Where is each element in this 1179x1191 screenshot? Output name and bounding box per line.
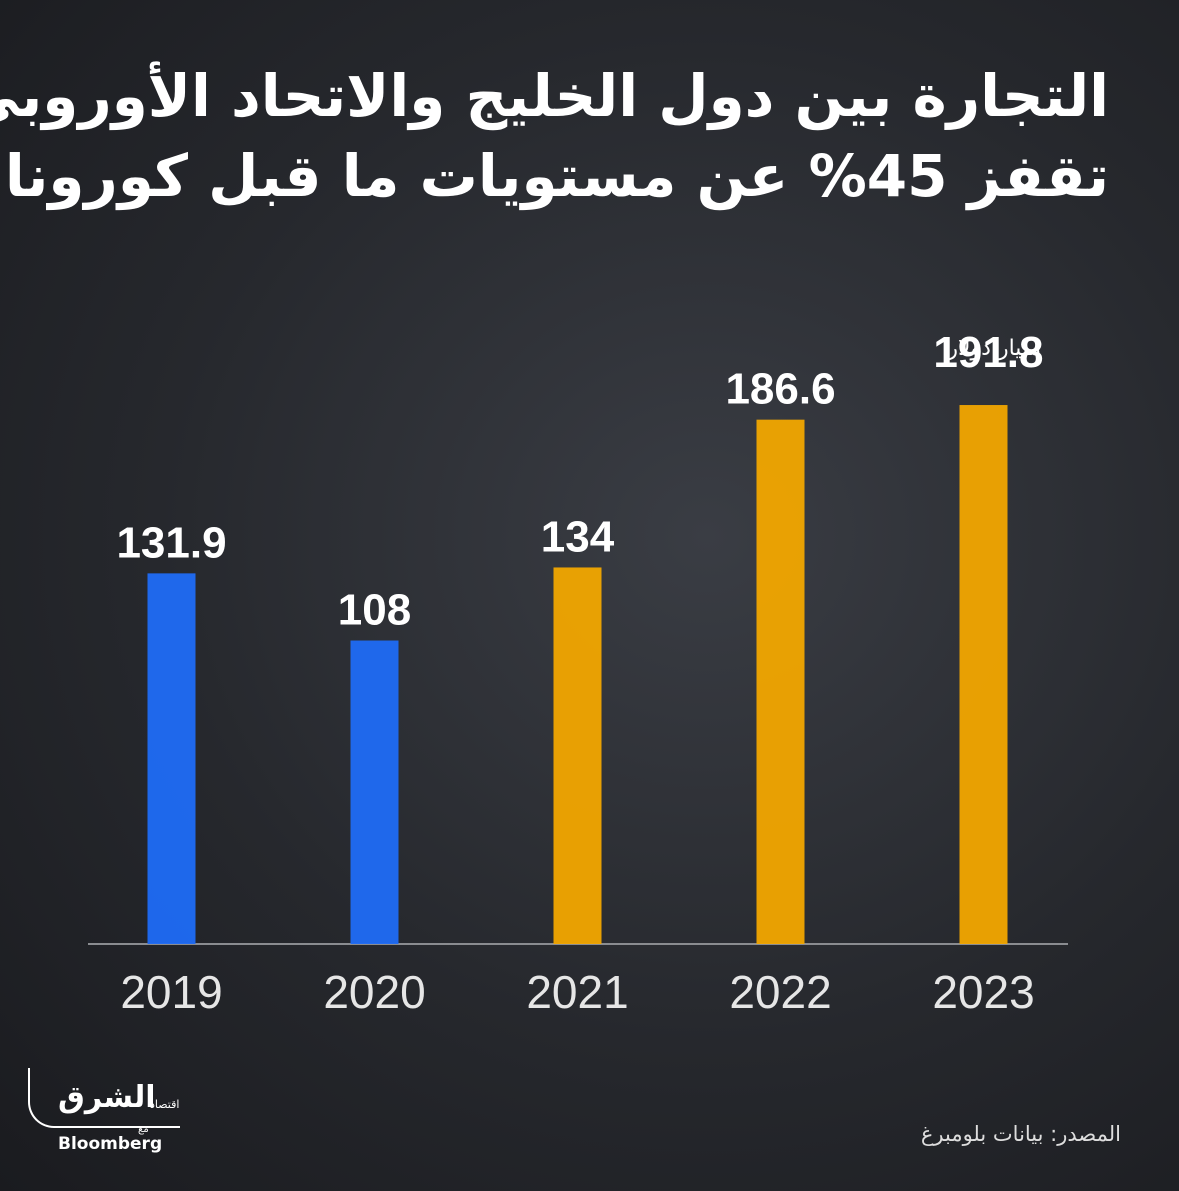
logo-partner: Bloomberg: [58, 1134, 163, 1154]
bar: [147, 573, 196, 944]
value-label: 108: [338, 586, 411, 635]
value-label: 186.6: [725, 365, 835, 414]
value-label: 131.9: [116, 518, 226, 567]
x-tick-label: 2019: [120, 966, 222, 1018]
logo-with: مع: [138, 1124, 149, 1135]
bar: [350, 640, 399, 944]
bar: [756, 419, 805, 944]
x-tick-label: 2022: [729, 966, 831, 1018]
logo: الشرق اقتصاد مع Bloomberg: [28, 1068, 188, 1158]
logo-name: الشرق: [58, 1080, 156, 1115]
unit-label: مليار دولار: [947, 336, 1041, 361]
chart-title: التجارة بين دول الخليج والاتحاد الأوروبي: [0, 62, 1109, 130]
x-tick-label: 2021: [526, 966, 628, 1018]
chart-title: تقفز 45% عن مستويات ما قبل كورونا: [4, 142, 1109, 210]
value-label: 134: [541, 512, 615, 561]
x-tick-label: 2020: [323, 966, 425, 1018]
bar: [553, 567, 602, 944]
logo-sub: اقتصاد: [150, 1098, 180, 1111]
x-tick-label: 2023: [932, 966, 1034, 1018]
logo-frame: [28, 1068, 180, 1128]
value-label: 191.8: [933, 328, 1043, 377]
bar: [959, 405, 1008, 944]
source: المصدر: بيانات بلومبرغ: [920, 1122, 1121, 1146]
